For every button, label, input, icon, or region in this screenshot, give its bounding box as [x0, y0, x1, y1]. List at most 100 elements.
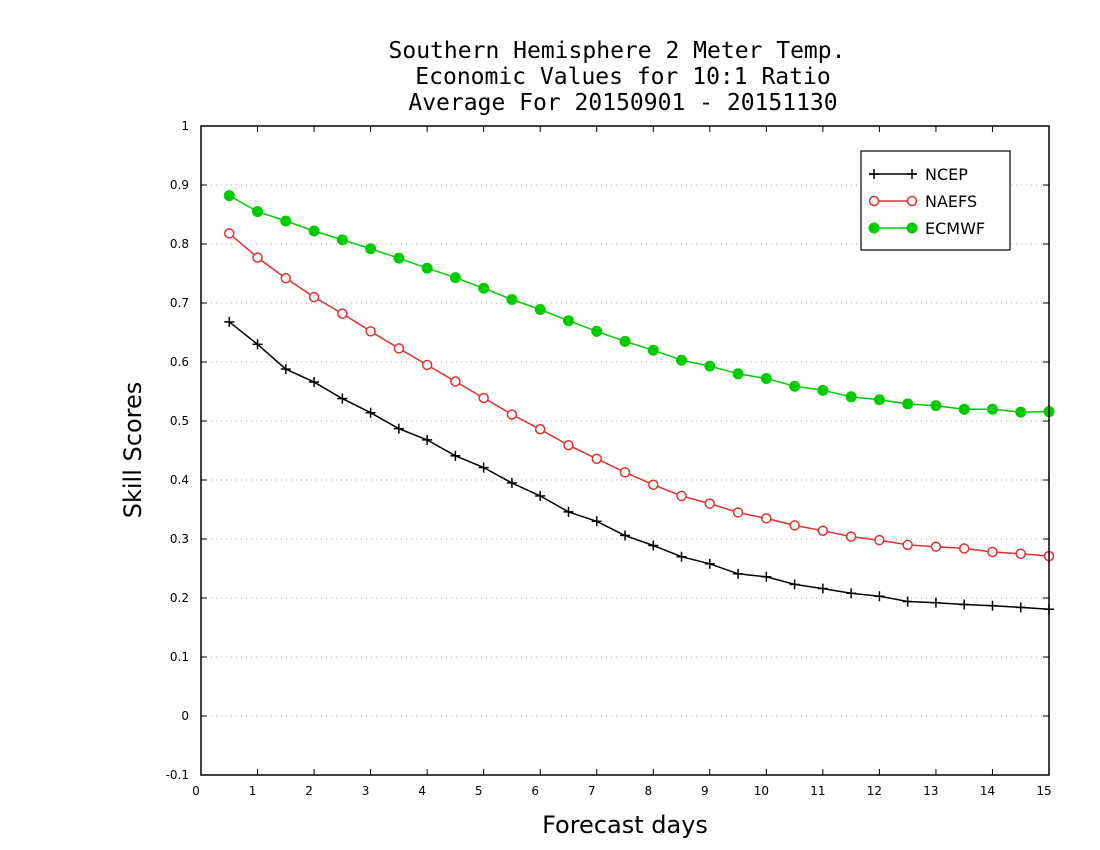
point-naefs — [704, 498, 716, 509]
point-naefs — [450, 376, 461, 387]
point-naefs — [930, 541, 942, 552]
series-layer — [223, 190, 1055, 615]
point-naefs — [308, 291, 320, 303]
point-ecmwf — [421, 262, 433, 274]
point-naefs — [732, 507, 744, 518]
point-ncep — [648, 540, 659, 551]
title-line-2: Economic Values for 10:1 Ratio — [415, 64, 830, 90]
point-ncep — [817, 583, 828, 594]
point-ecmwf — [336, 234, 348, 246]
point-naefs — [789, 520, 800, 531]
point-ecmwf — [506, 293, 518, 305]
point-ncep — [789, 579, 800, 590]
point-ncep — [1015, 602, 1026, 613]
point-ecmwf — [478, 282, 490, 294]
x-tick-label: 15 — [1036, 784, 1051, 798]
y-tick-label: 0.5 — [170, 414, 189, 428]
series-line-ncep — [228, 321, 1050, 610]
x-tick-label: 6 — [531, 784, 539, 798]
legend-label-ecmwf: ECMWF — [925, 219, 985, 238]
y-tick-label: -0.1 — [166, 768, 189, 782]
series-line-naefs — [228, 232, 1050, 557]
point-ncep — [902, 596, 913, 607]
y-tick-label: 0.8 — [170, 237, 189, 251]
point-ecmwf — [252, 206, 264, 218]
point-ncep — [224, 316, 235, 327]
point-naefs — [224, 228, 235, 239]
point-ncep — [733, 568, 744, 579]
x-tick-label: 5 — [475, 784, 483, 798]
point-ncep — [676, 551, 687, 562]
point-naefs — [874, 534, 885, 546]
point-ncep — [252, 339, 263, 350]
x-tick-label: 12 — [867, 784, 882, 798]
point-ecmwf — [704, 360, 716, 372]
point-ecmwf — [817, 384, 829, 396]
x-tick-label: 11 — [810, 784, 825, 798]
y-axis-ticks: -0.1 0 0.1 0.2 0.3 0.4 0.5 0.6 0.7 0.8 0.9 1 — [166, 119, 1049, 782]
point-naefs — [337, 308, 348, 319]
x-tick-label: 1 — [249, 784, 257, 798]
point-ecmwf — [760, 373, 772, 385]
y-tick-label: 0.2 — [170, 591, 189, 605]
legend-item-ecmwf: ECMWF — [868, 219, 985, 238]
point-ecmwf — [789, 380, 801, 392]
x-tick-label: 13 — [923, 784, 938, 798]
chart-title: Southern Hemisphere 2 Meter Temp. Econom… — [389, 38, 846, 116]
y-tick-label: 0.3 — [170, 532, 189, 546]
y-tick-label: 0.6 — [170, 355, 189, 369]
x-tick-label: 14 — [980, 784, 995, 798]
point-ecmwf — [619, 335, 631, 347]
legend-item-naefs: NAEFS — [868, 192, 977, 211]
point-ecmwf — [308, 225, 320, 237]
point-ecmwf — [223, 190, 235, 202]
y-tick-label: 0.9 — [170, 178, 189, 192]
title-line-3: Average For 20150901 - 20151130 — [408, 90, 837, 116]
legend-marker-ecmwf — [868, 222, 880, 234]
plot-frame — [200, 125, 1050, 776]
point-ncep — [393, 423, 404, 434]
point-ncep — [365, 407, 376, 418]
point-ncep — [761, 571, 772, 582]
point-ecmwf — [449, 272, 461, 284]
point-ncep — [846, 588, 857, 599]
point-naefs — [365, 326, 376, 337]
point-naefs — [648, 479, 659, 490]
point-ncep — [959, 599, 970, 610]
point-ncep — [930, 597, 941, 608]
point-naefs — [845, 531, 857, 542]
title-line-1: Southern Hemisphere 2 Meter Temp. — [389, 38, 846, 64]
y-tick-label: 0.1 — [170, 650, 189, 664]
point-ecmwf — [280, 215, 292, 227]
point-naefs — [761, 513, 772, 524]
point-ncep — [478, 462, 489, 473]
legend-marker-naefs — [906, 195, 918, 207]
point-ecmwf — [902, 398, 914, 410]
series-ecmwf — [223, 190, 1055, 418]
grid — [201, 184, 1049, 717]
x-tick-label: 4 — [418, 784, 426, 798]
point-naefs — [534, 424, 546, 435]
point-ecmwf — [676, 354, 688, 366]
point-ncep — [422, 434, 433, 445]
point-naefs — [252, 252, 263, 263]
point-ecmwf — [591, 325, 603, 337]
series-ncep — [224, 316, 1054, 615]
point-ecmwf — [958, 403, 970, 415]
point-ecmwf — [1015, 406, 1027, 418]
point-ecmwf — [365, 243, 377, 255]
point-ecmwf — [873, 394, 885, 406]
point-ncep — [280, 364, 291, 375]
point-ncep — [563, 506, 574, 517]
point-naefs — [1015, 548, 1026, 559]
point-naefs — [563, 439, 574, 451]
legend-marker-ncep — [869, 169, 879, 179]
point-ecmwf — [845, 391, 857, 403]
point-ecmwf — [562, 315, 574, 327]
point-ecmwf — [647, 344, 659, 356]
point-naefs — [676, 490, 687, 502]
point-ncep — [506, 477, 517, 488]
point-ecmwf — [732, 368, 744, 380]
point-ncep — [874, 591, 885, 602]
